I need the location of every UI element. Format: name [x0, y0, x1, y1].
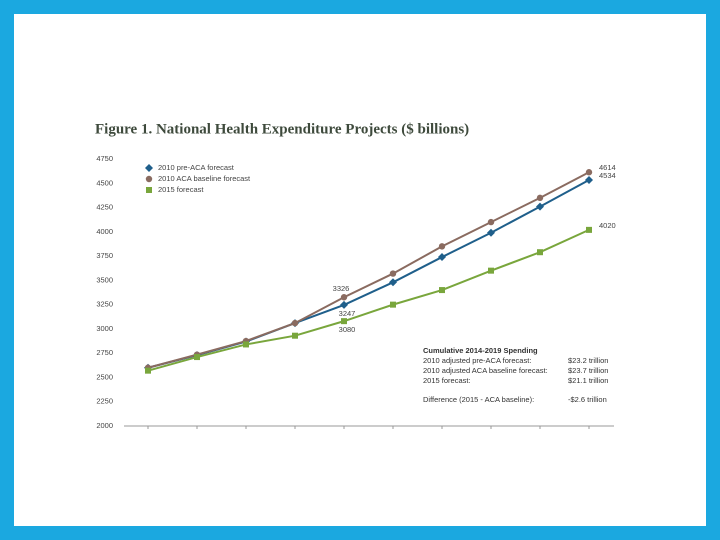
series-line: [147, 171, 590, 369]
annotation-value: $23.7 trillion: [568, 366, 608, 375]
point: [194, 354, 200, 361]
annotation-title: Cumulative 2014-2019 Spending: [423, 346, 538, 355]
y-tick-label: 3750: [96, 251, 113, 260]
point: [389, 270, 397, 277]
point: [586, 226, 592, 233]
annotation-value: -$2.6 trillion: [568, 395, 607, 404]
point: [390, 301, 396, 308]
legend-marker: [145, 164, 153, 172]
series-line: [147, 179, 590, 369]
y-tick-label: 2250: [96, 397, 113, 406]
y-tick-label: 2000: [96, 421, 113, 430]
y-tick-label: 2500: [96, 372, 113, 381]
data-label: 3080: [339, 325, 356, 334]
point: [488, 267, 494, 274]
y-tick-label: 3250: [96, 300, 113, 309]
point: [585, 175, 593, 184]
point: [145, 367, 151, 374]
point: [438, 253, 446, 262]
point: [438, 243, 446, 250]
y-tick-label: 3000: [96, 324, 113, 333]
point: [536, 202, 544, 211]
y-tick-label: 3500: [96, 275, 113, 284]
series-line: [147, 228, 590, 372]
point: [487, 218, 495, 226]
point: [340, 294, 348, 301]
legend-marker: [145, 175, 153, 183]
annotation-value: $23.2 trillion: [568, 356, 608, 365]
point: [487, 228, 495, 237]
point: [291, 319, 299, 327]
chart-title: Figure 1. National Health Expenditure Pr…: [95, 121, 469, 137]
data-label: 3247: [339, 309, 356, 318]
legend-label: 2010 pre-ACA forecast: [158, 163, 235, 172]
data-label: 4020: [599, 221, 616, 230]
point: [292, 332, 298, 339]
point: [340, 300, 348, 309]
data-label: 4614: [599, 163, 616, 172]
y-tick-label: 4250: [96, 203, 113, 212]
point: [585, 169, 593, 176]
annotation-label: 2010 adjusted ACA baseline forecast:: [423, 366, 548, 375]
annotation-value: $21.1 trillion: [568, 376, 608, 385]
y-tick-label: 4750: [96, 154, 113, 163]
legend-label: 2010 ACA baseline forecast: [158, 174, 251, 183]
y-tick-label: 4000: [96, 227, 113, 236]
point: [536, 194, 544, 202]
annotation-label: Difference (2015 - ACA baseline):: [423, 395, 534, 404]
point: [389, 278, 397, 287]
point: [243, 341, 249, 348]
point: [341, 318, 347, 325]
annotation-label: 2010 adjusted pre-ACA forecast:: [423, 356, 531, 365]
slide: [14, 14, 706, 526]
point: [537, 249, 543, 256]
annotation-label: 2015 forecast:: [423, 376, 471, 385]
y-tick-label: 2750: [96, 348, 113, 357]
y-tick-label: 4500: [96, 178, 113, 187]
point: [439, 287, 445, 294]
legend-label: 2015 forecast: [158, 185, 204, 194]
data-label: 4534: [599, 171, 616, 180]
legend-marker: [146, 187, 152, 193]
data-label: 3326: [333, 284, 350, 293]
